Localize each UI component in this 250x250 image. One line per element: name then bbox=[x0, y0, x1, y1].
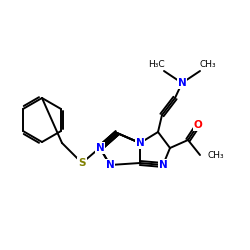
Text: CH₃: CH₃ bbox=[200, 60, 216, 69]
Text: N: N bbox=[106, 160, 114, 170]
Text: H₃C: H₃C bbox=[148, 60, 164, 69]
Text: S: S bbox=[78, 158, 86, 168]
Text: N: N bbox=[159, 160, 168, 170]
Text: O: O bbox=[194, 120, 202, 130]
Text: N: N bbox=[178, 78, 186, 88]
Text: N: N bbox=[136, 138, 144, 148]
Text: CH₃: CH₃ bbox=[208, 150, 224, 160]
Text: N: N bbox=[96, 143, 104, 153]
